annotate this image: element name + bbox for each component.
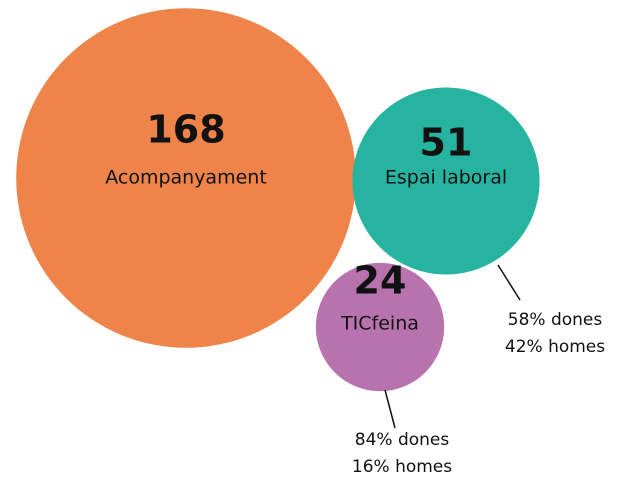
value-label: 168 <box>146 108 225 152</box>
leader-line <box>497 264 521 301</box>
bubble <box>315 262 445 392</box>
category-label: TICfeina <box>340 313 419 335</box>
category-label: Espai laboral <box>385 167 507 189</box>
annotation: 16% homes <box>352 457 452 477</box>
annotation: 42% homes <box>505 337 605 357</box>
annotation: 58% dones <box>508 310 603 330</box>
bubble <box>16 8 356 348</box>
value-label: 51 <box>420 121 473 165</box>
annotation: 84% dones <box>355 430 450 450</box>
category-label: Acompanyament <box>105 167 267 189</box>
leader-line <box>384 389 396 429</box>
bubble <box>352 87 540 275</box>
value-label: 24 <box>354 259 407 303</box>
